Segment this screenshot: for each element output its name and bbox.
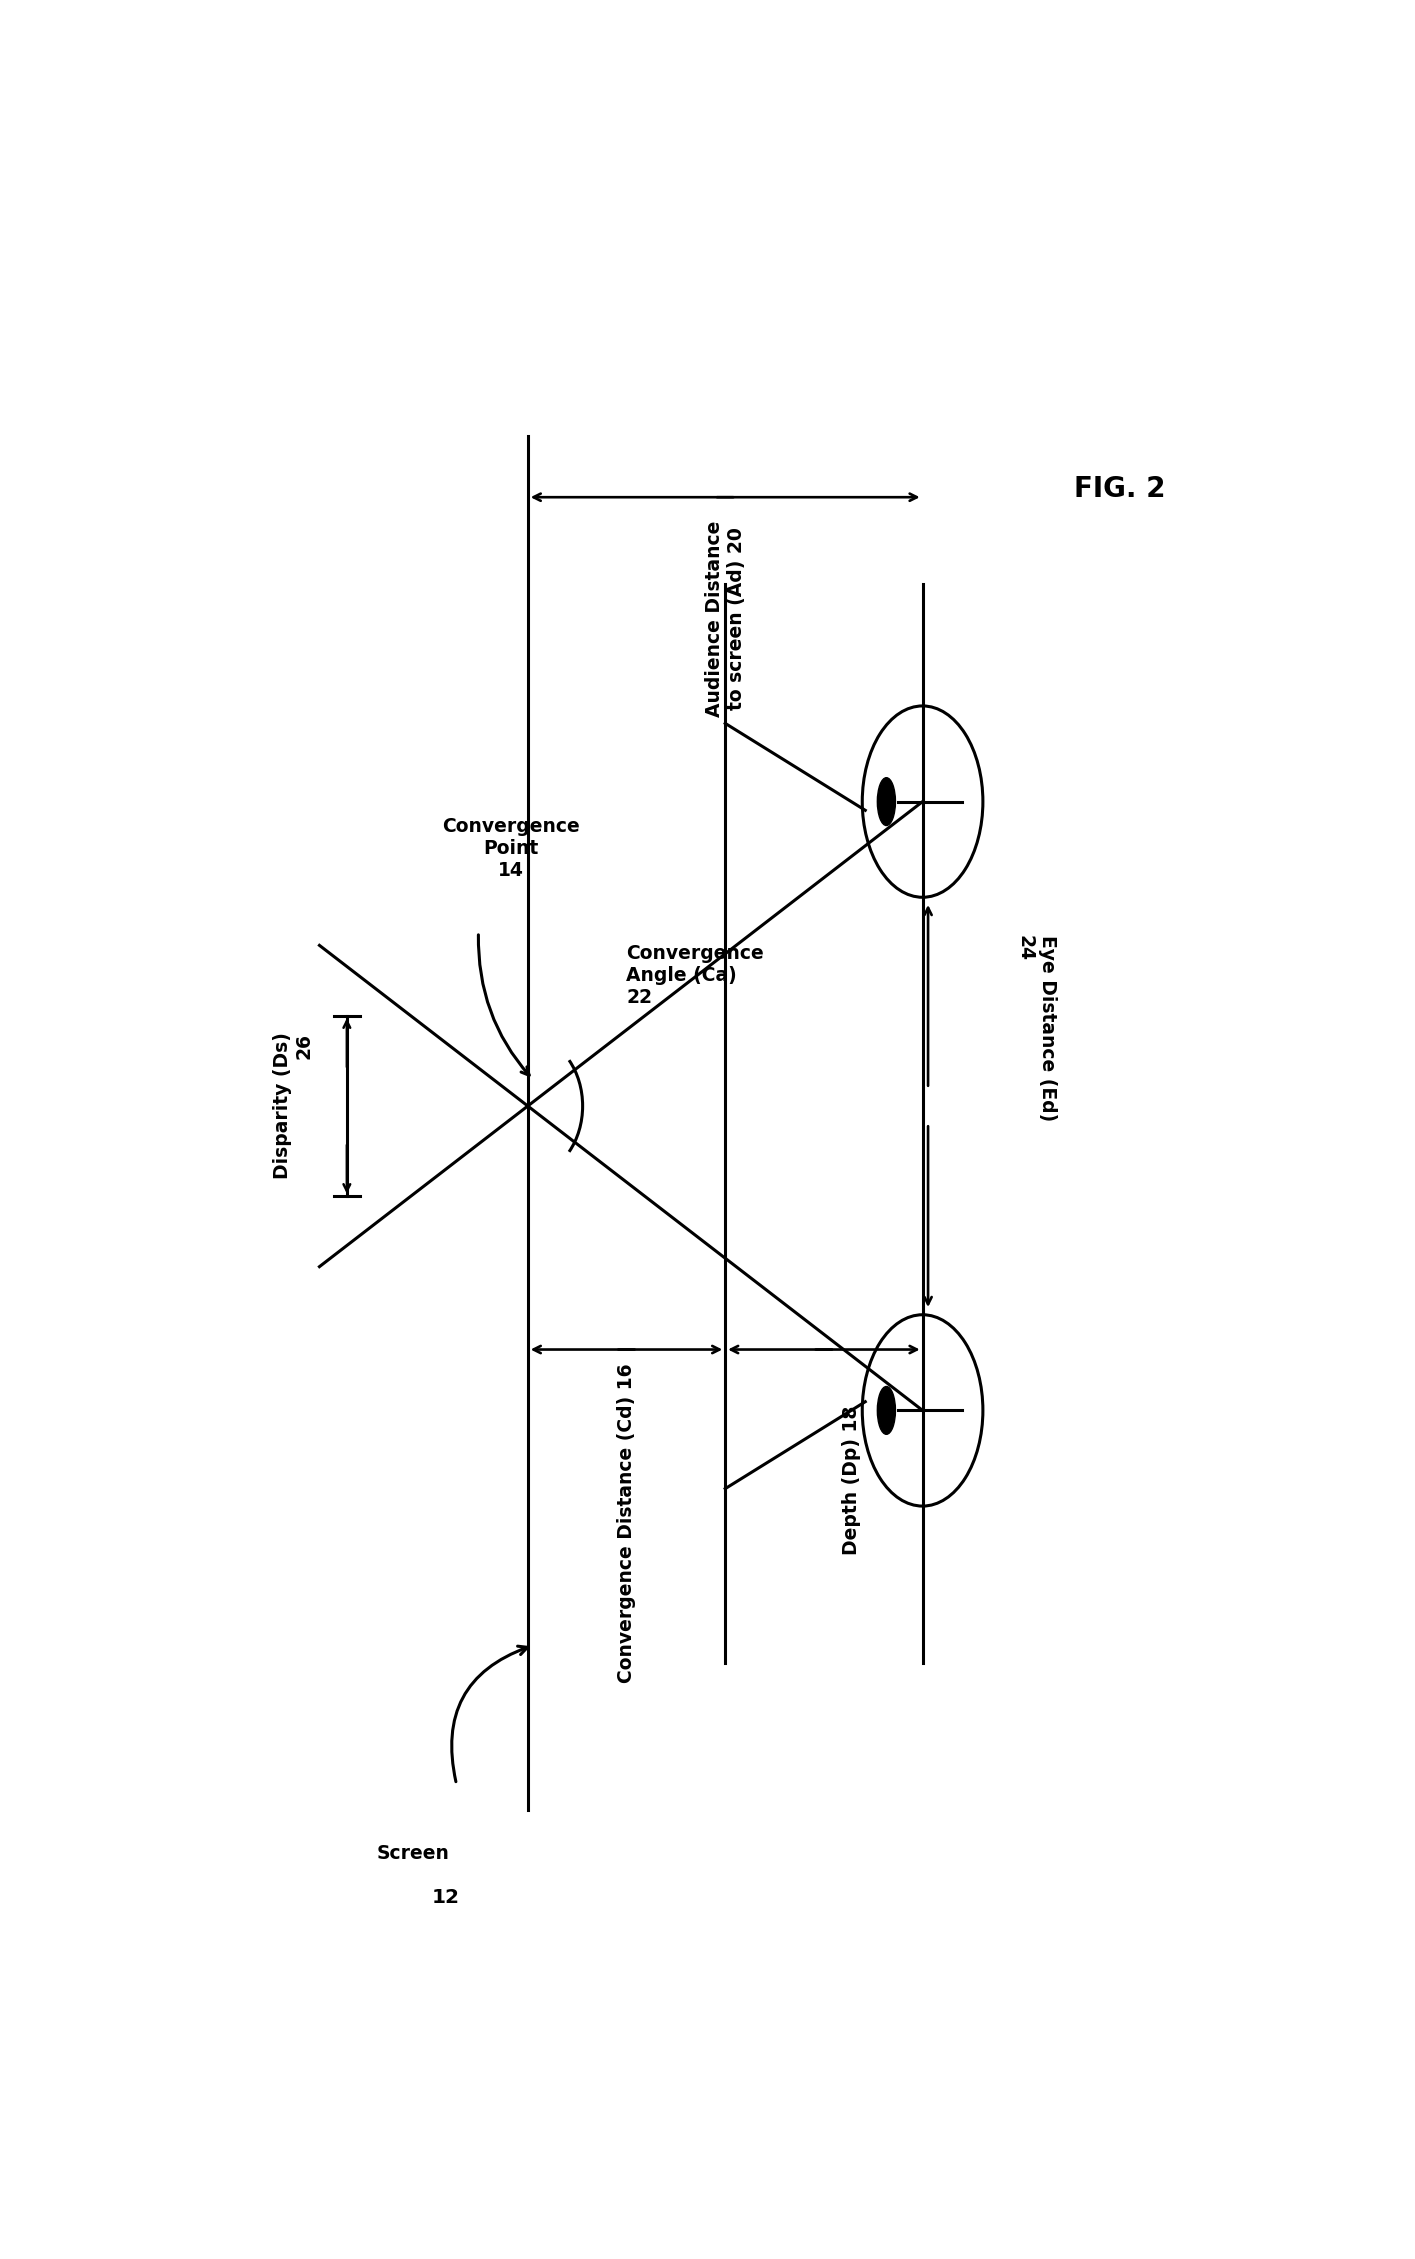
Text: Depth (Dp) 18: Depth (Dp) 18 bbox=[842, 1405, 860, 1554]
Text: 12: 12 bbox=[432, 1889, 460, 1907]
Text: Convergence Distance (Cd) 16: Convergence Distance (Cd) 16 bbox=[617, 1364, 635, 1683]
Text: Audience Distance
to screen (Ad) 20: Audience Distance to screen (Ad) 20 bbox=[705, 522, 746, 716]
Text: Convergence
Angle (Ca)
22: Convergence Angle (Ca) 22 bbox=[627, 944, 764, 1008]
Text: Convergence
Point
14: Convergence Point 14 bbox=[443, 818, 580, 879]
Ellipse shape bbox=[877, 777, 896, 825]
Text: FIG. 2: FIG. 2 bbox=[1074, 474, 1166, 501]
Text: Eye Distance (Ed)
24: Eye Distance (Ed) 24 bbox=[1016, 935, 1057, 1120]
Text: Disparity (Ds)
26: Disparity (Ds) 26 bbox=[273, 1032, 314, 1179]
Text: Screen: Screen bbox=[376, 1843, 449, 1864]
Ellipse shape bbox=[877, 1387, 896, 1434]
